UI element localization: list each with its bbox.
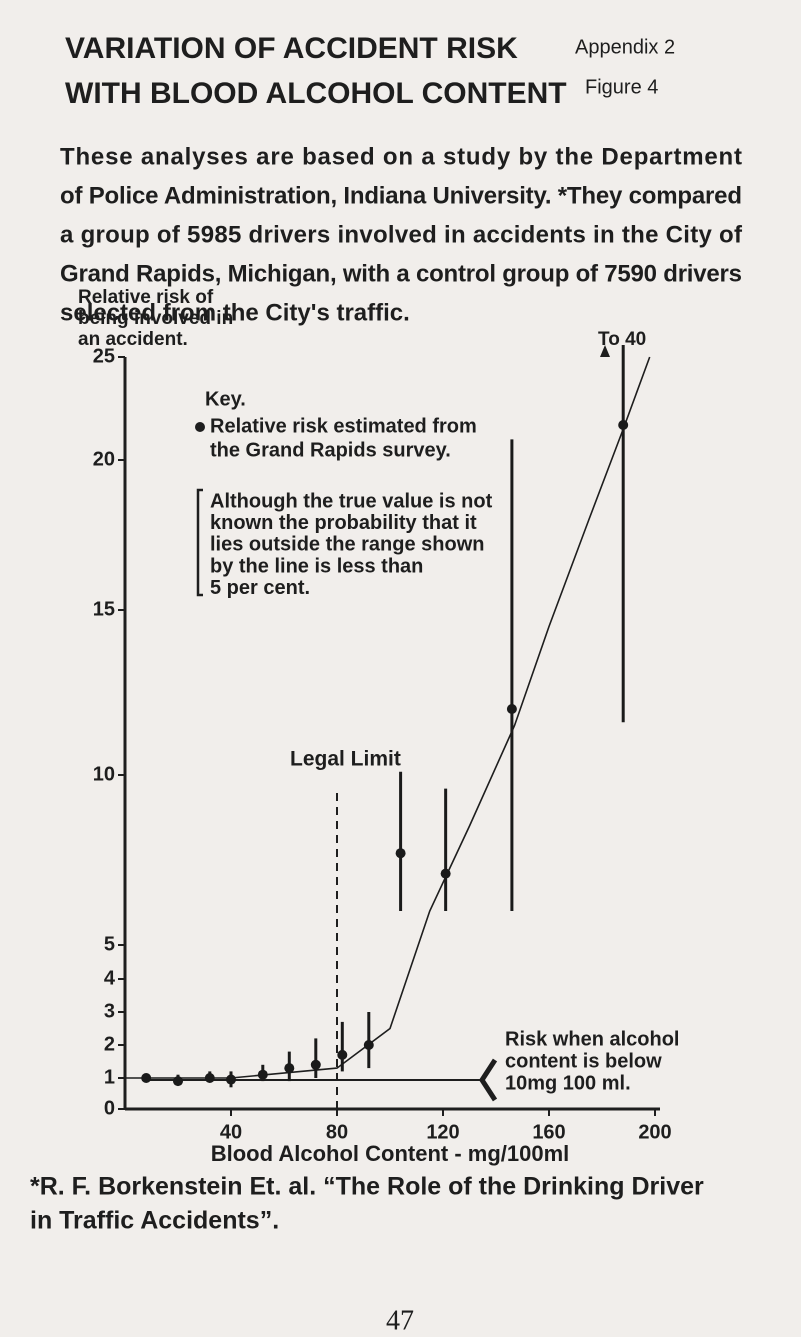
y-axis-label: an accident. (78, 329, 188, 350)
point (363, 1040, 374, 1050)
point (395, 848, 406, 859)
key-text: by the line is less than (210, 555, 423, 577)
key-dot (195, 422, 205, 432)
risk-note: 10mg 100 ml. (505, 1072, 631, 1094)
paragraph-line: Grand Rapids, Michigan, with a control g… (60, 260, 742, 287)
y-axis-label: being involved in (78, 308, 233, 329)
y-axis-label: Relative risk of (78, 287, 214, 308)
paragraph-line: selected from the City's traffic. (60, 299, 410, 326)
point (506, 704, 517, 714)
key-text: Although the true value is not (210, 490, 493, 512)
page-number: 47 (386, 1305, 414, 1336)
point (141, 1073, 152, 1083)
x-tick-label: 120 (426, 1121, 459, 1143)
key-bracket (196, 488, 203, 597)
point (204, 1073, 215, 1083)
appendix: Appendix 2 (575, 36, 675, 58)
key-text: lies outside the range shown (210, 534, 485, 556)
point (226, 1074, 236, 1085)
y-tick-label: 5 (104, 933, 115, 955)
y-tick-label: 3 (104, 1000, 115, 1022)
paragraph-line: These analyses are based on a study by t… (60, 143, 742, 170)
legal-limit-label: Legal Limit (290, 748, 401, 771)
to-40-arrow (600, 345, 610, 357)
point (337, 1049, 348, 1060)
title: WITH BLOOD ALCOHOL CONTENT (65, 77, 567, 110)
footnote: *R. F. Borkenstein Et. al. “The Role of … (30, 1173, 704, 1201)
top-note: To 40 (598, 329, 646, 350)
key-title: Key. (205, 388, 246, 410)
point (440, 868, 451, 879)
y-tick-label: 0 (104, 1097, 115, 1119)
risk-note: content is below (505, 1050, 662, 1072)
figure: Figure 4 (585, 76, 658, 98)
y-tick-label: 25 (93, 345, 115, 367)
key-text: known the probability that it (210, 512, 477, 534)
risk-note: Risk when alcohol (505, 1028, 679, 1050)
y-tick-label: 20 (93, 448, 115, 470)
point (173, 1076, 183, 1087)
risk-curve (125, 356, 651, 1079)
x-tick-label: 80 (326, 1121, 348, 1143)
x-tick-label: 40 (220, 1121, 242, 1143)
title: VARIATION OF ACCIDENT RISK (65, 32, 518, 65)
x-tick-label: 160 (532, 1121, 565, 1143)
y-tick-label: 15 (93, 598, 115, 620)
point (310, 1059, 321, 1070)
plot (125, 345, 651, 1088)
x-tick-label: 200 (638, 1121, 671, 1143)
point (257, 1069, 268, 1080)
point (618, 419, 629, 430)
paragraph-line: of Police Administration, Indiana Univer… (60, 182, 742, 209)
y-tick-label: 2 (104, 1033, 115, 1055)
y-tick-label: 1 (104, 1066, 115, 1088)
key-text: Relative risk estimated from (210, 415, 477, 437)
x-axis-label: Blood Alcohol Content - mg/100ml (211, 1141, 570, 1166)
key-text: 5 per cent. (210, 577, 310, 599)
y-tick-label: 10 (93, 763, 115, 785)
point (284, 1063, 295, 1074)
paragraph-line: a group of 5985 drivers involved in acci… (60, 221, 743, 248)
footnote: in Traffic Accidents”. (30, 1207, 279, 1235)
key-text: the Grand Rapids survey. (210, 439, 451, 461)
y-tick-label: 4 (104, 967, 116, 989)
